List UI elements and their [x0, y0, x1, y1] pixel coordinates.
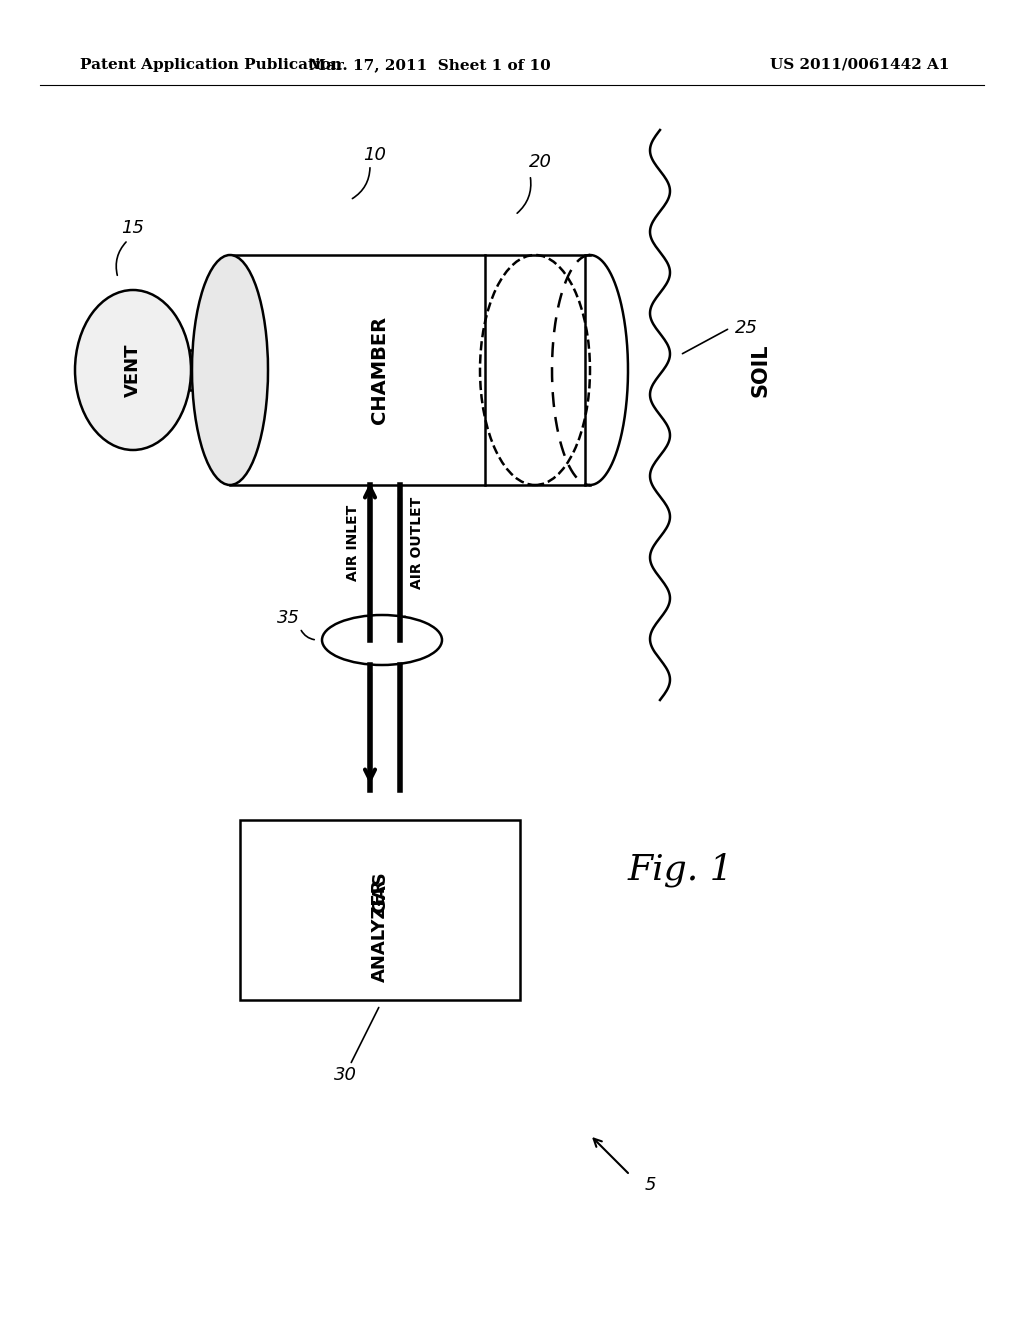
Ellipse shape [193, 255, 268, 484]
Text: 5: 5 [644, 1176, 655, 1195]
Ellipse shape [75, 290, 191, 450]
Text: 25: 25 [735, 319, 758, 337]
Text: Patent Application Publication: Patent Application Publication [80, 58, 342, 73]
Text: 20: 20 [528, 153, 552, 172]
Text: SOIL: SOIL [750, 343, 770, 397]
Text: 30: 30 [334, 1067, 356, 1084]
Ellipse shape [322, 615, 442, 665]
Text: Fig. 1: Fig. 1 [627, 853, 733, 887]
Bar [189, 350, 232, 389]
Text: Mar. 17, 2011  Sheet 1 of 10: Mar. 17, 2011 Sheet 1 of 10 [309, 58, 551, 73]
Text: 35: 35 [276, 609, 299, 627]
Text: AIR INLET: AIR INLET [346, 504, 360, 581]
Bar [240, 820, 520, 1001]
Text: 15: 15 [122, 219, 144, 238]
Text: GAS: GAS [371, 871, 389, 913]
Text: VENT: VENT [124, 343, 142, 397]
Text: ANALYZER: ANALYZER [371, 878, 389, 982]
Text: CHAMBER: CHAMBER [371, 315, 389, 424]
Text: 10: 10 [364, 147, 386, 164]
Text: AIR OUTLET: AIR OUTLET [410, 496, 424, 589]
Text: US 2011/0061442 A1: US 2011/0061442 A1 [770, 58, 950, 73]
